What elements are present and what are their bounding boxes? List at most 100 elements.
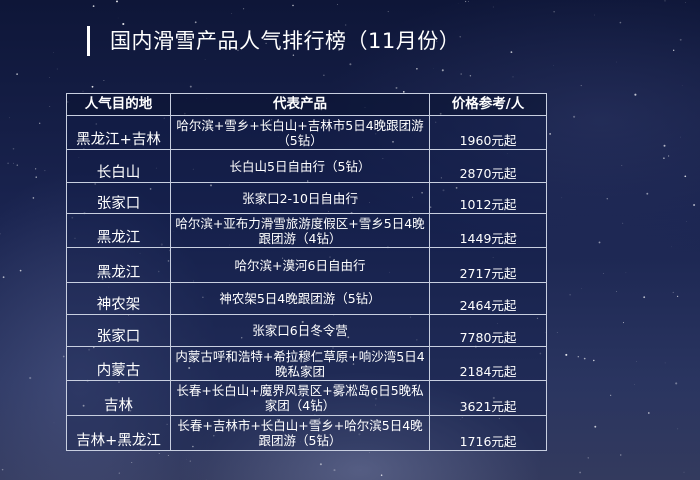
star bbox=[2, 276, 5, 279]
star bbox=[468, 1, 469, 2]
price-cell: 7780元起 bbox=[429, 314, 547, 347]
star bbox=[450, 450, 451, 452]
star bbox=[194, 21, 197, 24]
header-product: 代表产品 bbox=[170, 93, 430, 116]
star bbox=[116, 0, 118, 3]
star bbox=[1, 468, 4, 471]
table-row: 张家口 张家口2-10日自由行 1012元起 bbox=[66, 182, 547, 214]
destination-cell: 黑龙江+吉林 bbox=[66, 115, 171, 150]
star bbox=[387, 11, 389, 13]
price-cell: 2184元起 bbox=[429, 346, 547, 381]
star bbox=[204, 58, 206, 60]
star bbox=[323, 74, 325, 76]
table-row: 内蒙古 内蒙古呼和浩特+希拉穆仁草原+响沙湾5日4晚私家团 2184元起 bbox=[66, 346, 547, 381]
star bbox=[35, 168, 37, 170]
star bbox=[369, 452, 370, 453]
star bbox=[82, 90, 84, 92]
star bbox=[459, 36, 461, 38]
star bbox=[39, 122, 41, 124]
star bbox=[561, 197, 563, 199]
ranking-table: 人气目的地 代表产品 价格参考/人 黑龙江+吉林 哈尔滨+雪乡+长白山+吉林市5日… bbox=[66, 93, 547, 451]
star bbox=[510, 51, 513, 53]
table-row: 长白山 长白山5日自由行（5钻） 2870元起 bbox=[66, 149, 547, 183]
table-header-row: 人气目的地 代表产品 价格参考/人 bbox=[66, 93, 547, 116]
star bbox=[292, 54, 295, 56]
destination-cell: 吉林+黑龙江 bbox=[66, 415, 171, 451]
product-cell: 哈尔滨+亚布力滑雪旅游度假区+雪乡5日4晚跟团游（4钻） bbox=[170, 213, 430, 248]
star bbox=[622, 322, 625, 324]
star bbox=[621, 164, 623, 166]
star bbox=[668, 155, 670, 157]
star bbox=[265, 42, 267, 45]
star bbox=[579, 471, 581, 474]
star bbox=[319, 463, 322, 466]
star bbox=[338, 49, 340, 51]
star bbox=[402, 91, 405, 93]
star bbox=[492, 6, 494, 8]
star bbox=[349, 63, 352, 66]
destination-cell: 长白山 bbox=[66, 149, 171, 183]
star bbox=[663, 144, 666, 147]
star bbox=[395, 86, 398, 89]
star bbox=[12, 147, 15, 150]
star bbox=[441, 69, 444, 72]
star bbox=[307, 35, 310, 38]
star bbox=[167, 454, 169, 456]
star bbox=[553, 65, 554, 66]
star bbox=[634, 384, 635, 385]
price-cell: 2870元起 bbox=[429, 149, 547, 183]
star bbox=[189, 460, 191, 462]
destination-cell: 吉林 bbox=[66, 380, 171, 416]
table-row: 黑龙江+吉林 哈尔滨+雪乡+长白山+吉林市5日4晚跟团游（5钻） 1960元起 bbox=[66, 115, 547, 150]
star bbox=[556, 332, 558, 333]
star bbox=[625, 272, 627, 274]
header-price: 价格参考/人 bbox=[429, 93, 547, 116]
destination-cell: 黑龙江 bbox=[66, 247, 171, 283]
star bbox=[616, 61, 617, 63]
star bbox=[594, 425, 597, 428]
star bbox=[593, 359, 595, 362]
destination-cell: 内蒙古 bbox=[66, 346, 171, 381]
table-row: 黑龙江 哈尔滨+漠河6日自由行 2717元起 bbox=[66, 247, 547, 283]
price-cell: 2464元起 bbox=[429, 282, 547, 315]
star bbox=[643, 296, 646, 299]
price-cell: 2717元起 bbox=[429, 247, 547, 283]
star bbox=[685, 2, 686, 3]
star bbox=[512, 76, 514, 78]
header-destination: 人气目的地 bbox=[66, 93, 171, 116]
star bbox=[606, 198, 608, 200]
star bbox=[118, 472, 120, 474]
star bbox=[684, 175, 687, 178]
table-row: 张家口 张家口6日冬令营 7780元起 bbox=[66, 314, 547, 347]
star bbox=[49, 106, 51, 107]
star bbox=[646, 192, 649, 195]
destination-cell: 张家口 bbox=[66, 182, 171, 214]
star bbox=[333, 469, 336, 472]
star bbox=[131, 462, 133, 463]
star bbox=[0, 233, 1, 235]
table-row: 黑龙江 哈尔滨+亚布力滑雪旅游度假区+雪乡5日4晚跟团游（4钻） 1449元起 bbox=[66, 213, 547, 248]
product-cell: 哈尔滨+雪乡+长白山+吉林市5日4晚跟团游（5钻） bbox=[170, 115, 430, 150]
star bbox=[56, 68, 58, 70]
price-cell: 1716元起 bbox=[429, 415, 547, 451]
star bbox=[610, 394, 612, 396]
product-cell: 长春+吉林市+长白山+雪乡+哈尔滨5日4晚跟团游（5钻） bbox=[170, 415, 430, 451]
page-title: 国内滑雪产品人气排行榜（11月份） bbox=[110, 29, 461, 53]
table-row: 神农架 神农架5日4晚跟团游（5钻） 2464元起 bbox=[66, 282, 547, 315]
star bbox=[619, 21, 622, 24]
product-cell: 张家口2-10日自由行 bbox=[170, 182, 430, 214]
star bbox=[577, 356, 579, 358]
product-cell: 哈尔滨+漠河6日自由行 bbox=[170, 247, 430, 283]
star bbox=[587, 457, 589, 459]
star bbox=[664, 362, 666, 364]
star bbox=[9, 117, 10, 119]
star bbox=[416, 67, 418, 70]
product-cell: 长白山5日自由行（5钻） bbox=[170, 149, 430, 183]
destination-cell: 黑龙江 bbox=[66, 213, 171, 248]
star bbox=[677, 428, 679, 430]
star bbox=[673, 49, 675, 51]
star bbox=[683, 471, 685, 473]
star bbox=[693, 203, 696, 207]
star bbox=[158, 452, 160, 455]
table-row: 吉林 长春+长白山+魔界风景区+雾凇岛6日5晚私家团（4钻） 3621元起 bbox=[66, 380, 547, 416]
